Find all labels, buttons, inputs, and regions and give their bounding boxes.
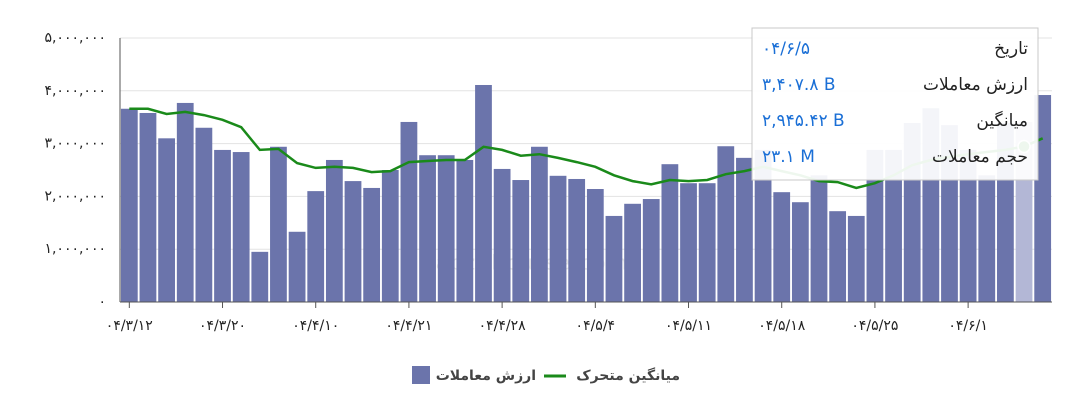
bar [885,149,902,302]
bar [680,183,697,302]
tooltip-value: ۲۳.۱ M [762,147,815,167]
bar [232,152,250,302]
bar [475,84,492,302]
bar [493,168,511,302]
bar [307,191,325,302]
y-tick-label: ۵,۰۰۰,۰۰۰ [44,30,106,46]
legend-label: میانگین متحرک [576,367,680,384]
bar [270,146,287,302]
bar [214,149,231,302]
bar [325,159,343,302]
x-tick-label: ۰۴/۶/۱ [948,318,988,334]
bar [754,149,772,302]
bar [624,203,641,302]
y-tick-label: ۲,۰۰۰,۰۰۰ [44,188,106,204]
tooltip: تاریخ ۰۴/۶/۵ ارزش معاملات ۳,۴۰۷.۸ B میانگین ۲… [751,27,1039,181]
y-tick-label: ۱,۰۰۰,۰۰۰ [44,241,106,257]
bar [251,251,269,302]
bar [978,175,996,302]
bar [642,199,660,302]
bar [158,138,175,302]
tooltip-box [751,27,1039,181]
y-tick-label: ۴,۰۰۰,۰۰۰ [44,83,106,99]
bar [139,112,157,302]
legend-swatch [412,366,430,384]
tooltip-value: ۲,۹۴۵.۴۲ B [762,111,845,131]
bar [586,189,604,302]
bar [791,202,809,302]
bar [176,102,194,302]
x-tick-label: ۰۴/۵/۴ [576,318,616,334]
tooltip-label: حجم معاملات [932,147,1028,167]
bar [288,231,306,302]
x-tick-label: ۰۴/۳/۲۰ [199,318,246,334]
bar [456,159,474,302]
bar [605,215,623,302]
y-tick-label: ۳,۰۰۰,۰۰۰ [44,136,106,152]
tooltip-label: ارزش معاملات [923,75,1028,95]
bar [959,149,977,302]
bar [568,178,586,302]
bar [773,192,791,302]
bar [829,211,847,302]
bar [717,146,735,302]
bar [419,155,436,302]
bar [400,121,418,303]
bar [195,127,213,302]
bar [120,108,138,302]
bar [736,157,753,302]
bar [512,180,530,302]
x-tick-label: ۰۴/۳/۱۲ [106,318,153,334]
x-tick-label: ۰۴/۴/۲۱ [385,318,432,334]
legend: ارزش معاملات میانگین متحرک [412,366,680,384]
tooltip-label: تاریخ [994,39,1028,59]
bar [810,175,828,302]
bar [847,215,865,302]
bar [344,181,362,302]
bar [531,146,548,302]
tooltip-value: ۳,۴۰۷.۸ B [762,75,836,95]
y-tick-label: ۰ [98,294,106,310]
x-tick-label: ۰۴/۵/۲۵ [851,318,898,334]
bar [866,149,884,302]
tooltip-label: میانگین [976,110,1028,131]
bar [661,164,679,302]
bar [437,155,455,302]
legend-label: ارزش معاملات [436,368,536,384]
bar [381,170,399,302]
bar [363,187,381,302]
x-tick-label: ۰۴/۵/۱۸ [758,318,806,334]
x-tick-label: ۰۴/۴/۲۸ [479,318,527,334]
x-tick-label: ۰۴/۴/۱۰ [292,318,339,334]
x-tick-label: ۰۴/۵/۱۱ [665,318,712,334]
bar [549,175,567,302]
tooltip-value: ۰۴/۶/۵ [762,39,810,59]
bar [698,183,716,302]
